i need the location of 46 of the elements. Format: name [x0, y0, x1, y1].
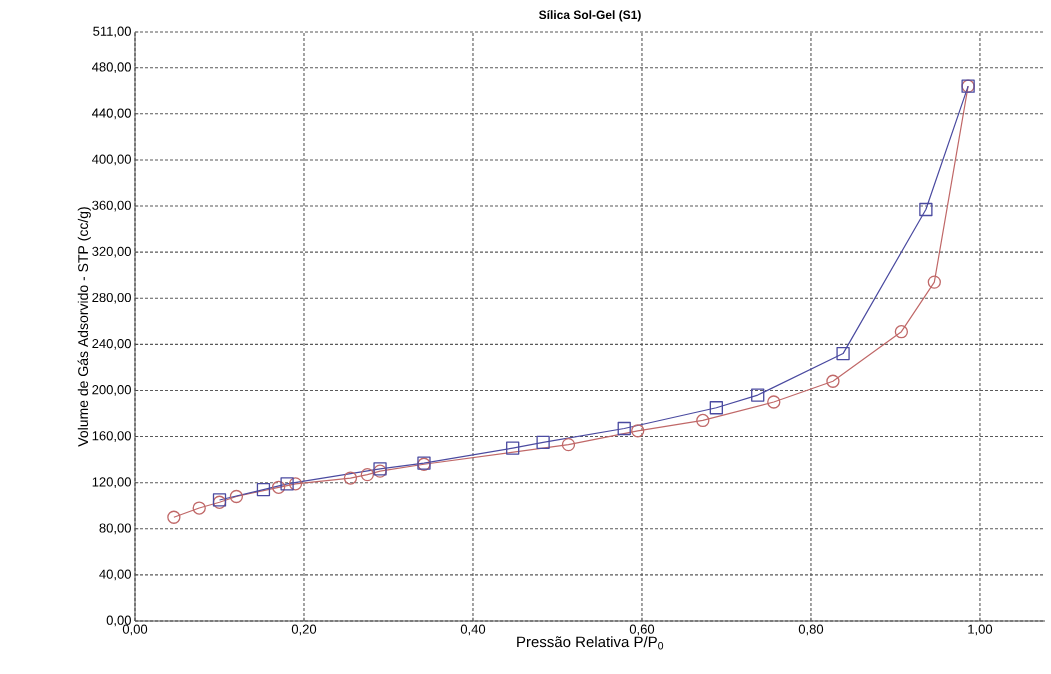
point — [561, 437, 576, 452]
y-tick-label: 200,00 — [92, 385, 131, 396]
point — [631, 424, 645, 438]
point — [229, 489, 244, 504]
point — [894, 325, 909, 339]
y-tick-label: 120,00 — [92, 477, 131, 489]
y-tick-label: 80,00 — [99, 523, 131, 535]
point — [617, 421, 631, 436]
point — [826, 374, 840, 388]
chart-title: Sílica Sol-Gel (S1) — [539, 10, 641, 22]
point — [836, 346, 850, 361]
point — [536, 435, 550, 449]
point — [919, 202, 933, 217]
y-axis-title: Volume de Gás Adsorvido - STP (cc/g) — [77, 207, 91, 447]
x-tick-label: 0,20 — [291, 624, 317, 636]
point — [167, 510, 181, 524]
x-tick-label: 1,00 — [968, 624, 993, 636]
y-tick-label: 240,00 — [92, 338, 131, 350]
point — [256, 482, 271, 497]
x-tick-label: 0,60 — [629, 624, 655, 636]
point — [709, 401, 723, 415]
point — [927, 275, 941, 289]
point — [288, 477, 303, 491]
y-tick-label: 440,00 — [92, 108, 131, 120]
point — [192, 501, 206, 515]
point — [343, 471, 358, 485]
point — [696, 413, 710, 428]
point — [767, 395, 781, 409]
y-tick-label: 0,00 — [106, 615, 131, 627]
point — [271, 480, 286, 494]
point — [280, 477, 294, 491]
point — [751, 388, 765, 402]
y-tick-label: 160,00 — [92, 431, 131, 442]
x-tick-label: 0,40 — [460, 624, 486, 636]
y-tick-label: 400,00 — [92, 154, 131, 166]
y-tick-label: 320,00 — [92, 246, 131, 258]
x-tick-label: 0,80 — [798, 624, 824, 636]
y-tick-label: 480,00 — [92, 62, 131, 74]
y-tick-label: 40,00 — [99, 569, 131, 581]
point — [360, 467, 375, 482]
x-axis-title: Pressão Relativa P/P$_{0}$ — [517, 636, 664, 650]
point — [506, 441, 520, 455]
x-tick-label: 0,00 — [122, 624, 148, 636]
y-tick-label: 360,00 — [92, 200, 131, 212]
y-tick-label: 280,00 — [92, 292, 131, 304]
y-tick-label: 511,00 — [93, 26, 131, 38]
